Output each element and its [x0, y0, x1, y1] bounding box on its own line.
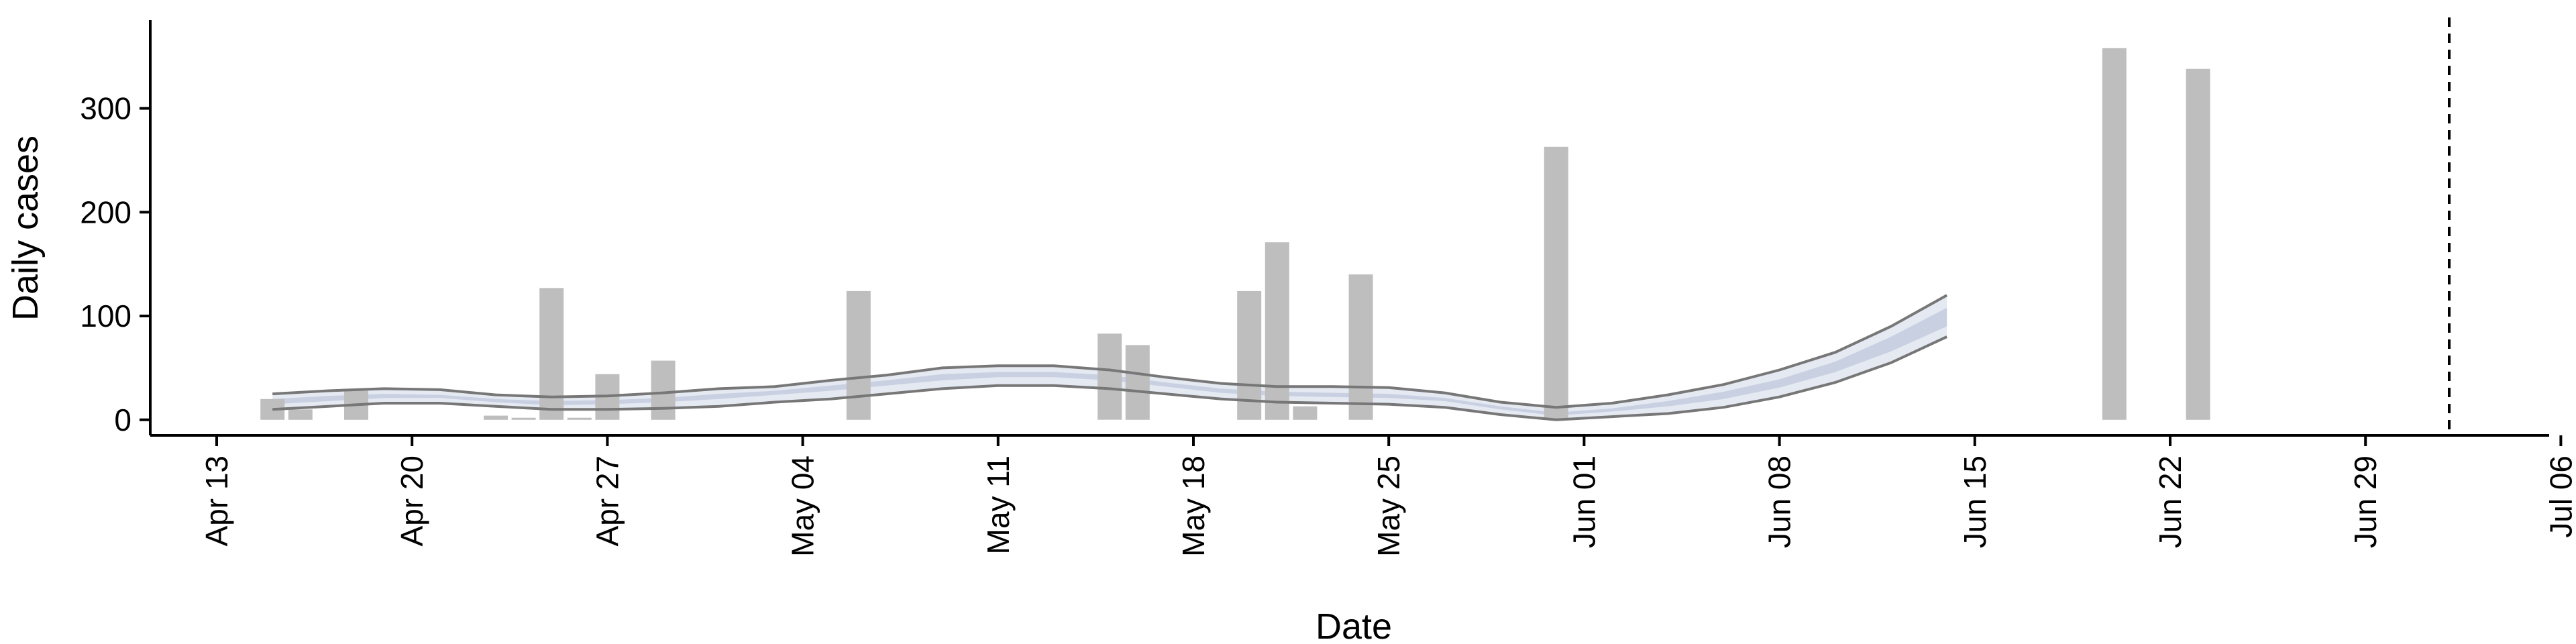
bar: [1097, 333, 1122, 420]
y-tick-label: 100: [80, 299, 131, 333]
x-axis-ticks: Apr 13 Apr 20 Apr 27 May 04 May 11 May 18 May …: [199, 435, 2576, 557]
y-tick-label: 300: [80, 91, 131, 126]
bars: [260, 48, 2210, 420]
bar: [2186, 68, 2210, 420]
x-tick-label: Apr 13: [199, 455, 234, 547]
bar: [1348, 274, 1373, 420]
y-axis-label: Daily cases: [5, 136, 46, 321]
bar: [846, 290, 871, 420]
x-tick-label: Jun 22: [2153, 455, 2188, 548]
x-tick-label: Jun 08: [1762, 455, 1797, 548]
x-tick-label: Jun 15: [1957, 455, 1992, 548]
x-tick-label: May 04: [786, 455, 820, 557]
x-tick-label: May 18: [1176, 455, 1211, 557]
bar: [2102, 48, 2127, 420]
bar: [651, 360, 676, 420]
y-axis-ticks: 0 100 200 300: [80, 91, 150, 437]
bar: [1125, 345, 1150, 420]
ci-edge-lines: [272, 294, 1948, 421]
bar: [1544, 146, 1568, 420]
x-tick-label: Jul 06: [2543, 455, 2576, 538]
x-tick-label: Apr 27: [590, 455, 625, 547]
bar: [1293, 406, 1318, 420]
x-tick-label: May 25: [1371, 455, 1406, 557]
bar: [288, 409, 313, 420]
x-axis-label: Date: [1316, 606, 1392, 644]
bar: [567, 417, 592, 420]
y-tick-label: 200: [80, 195, 131, 229]
bar: [1265, 242, 1289, 420]
x-tick-label: Jun 29: [2348, 455, 2383, 548]
y-tick-label: 0: [114, 402, 131, 437]
ci-lower-line: [272, 335, 1948, 421]
x-tick-label: Apr 20: [394, 455, 429, 547]
ci-upper-line: [272, 294, 1948, 409]
bar: [484, 415, 508, 420]
x-tick-label: May 11: [981, 455, 1016, 554]
bar: [511, 417, 536, 420]
bar: [1237, 290, 1262, 420]
bar: [539, 288, 564, 420]
x-tick-label: Jun 01: [1566, 455, 1601, 548]
